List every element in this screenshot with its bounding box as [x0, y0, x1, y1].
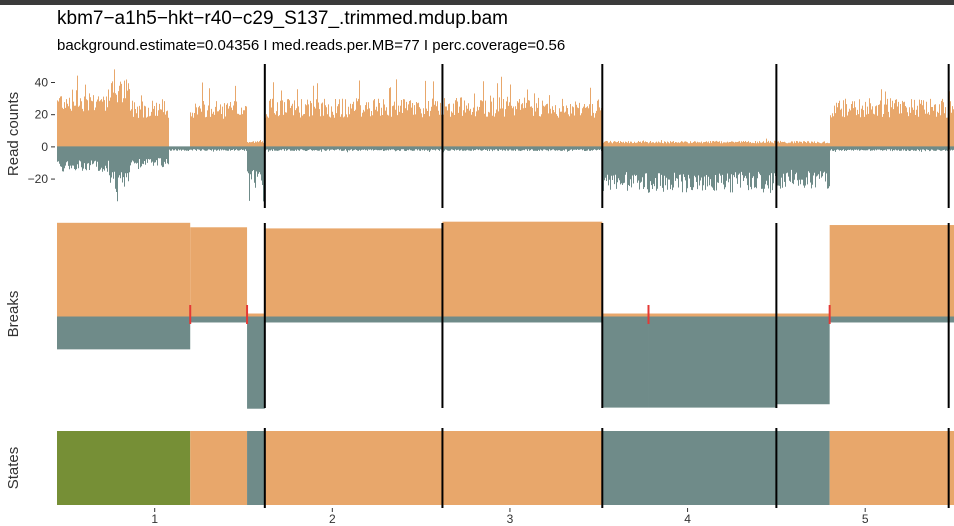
y-tick-label: 20 — [35, 108, 49, 122]
state-segment — [57, 431, 191, 505]
axes: −20 0 20 40 Read counts Breaks States 1 2 3 4 5 — [5, 75, 869, 526]
breaks-plus-segment — [264, 228, 443, 318]
states-panel — [57, 431, 954, 505]
breaks-minus-segment — [776, 318, 830, 405]
state-segment — [247, 431, 265, 505]
read-counts-ylabel: Read counts — [5, 92, 22, 176]
breaks-plus-segment — [247, 313, 265, 318]
breaks-plus-segment — [829, 225, 954, 318]
x-tick-label: 1 — [151, 512, 158, 526]
x-tick-label: 5 — [862, 512, 869, 526]
breaks-plus-segment — [190, 227, 248, 318]
window-top-bar — [0, 0, 954, 5]
states-ylabel: States — [5, 447, 22, 490]
state-segment — [190, 431, 248, 505]
read-counts-panel — [57, 69, 954, 202]
breaks-ylabel: Breaks — [5, 291, 22, 338]
breaks-minus-segment — [190, 318, 248, 323]
breaks-plus-segment — [776, 313, 830, 318]
breaks-minus-segment — [829, 318, 954, 323]
state-segment — [602, 431, 830, 505]
breaks-minus-segment — [442, 318, 603, 323]
breaks-minus-segment — [247, 318, 265, 409]
y-tick-label: 0 — [41, 140, 48, 154]
state-segment — [829, 431, 954, 505]
state-segment — [264, 431, 603, 505]
breaks-plus-segment — [442, 221, 603, 318]
breaks-plus-segment — [648, 313, 777, 318]
breaks-panel — [57, 221, 954, 409]
breaks-minus-segment — [602, 318, 649, 408]
x-tick-label: 2 — [329, 512, 336, 526]
chart-title: kbm7−a1h5−hkt−r40−c29_S137_.trimmed.mdup… — [57, 8, 508, 29]
breaks-minus-segment — [264, 318, 443, 323]
breaks-plus-segment — [602, 313, 649, 318]
y-tick-label: 40 — [35, 75, 49, 89]
breaks-minus-segment — [648, 318, 777, 408]
breaks-plus-segment — [57, 222, 191, 318]
chromosome-boundaries — [263, 64, 950, 508]
x-tick-label: 3 — [507, 512, 514, 526]
read-counts-minus-bars — [57, 146, 954, 202]
y-tick-label: −20 — [28, 172, 49, 186]
breaks-minus-segment — [57, 318, 191, 350]
chart-subtitle: background.estimate=0.04356 I med.reads.… — [57, 37, 566, 54]
x-tick-label: 4 — [684, 512, 691, 526]
read-counts-plus-bars — [57, 69, 954, 147]
